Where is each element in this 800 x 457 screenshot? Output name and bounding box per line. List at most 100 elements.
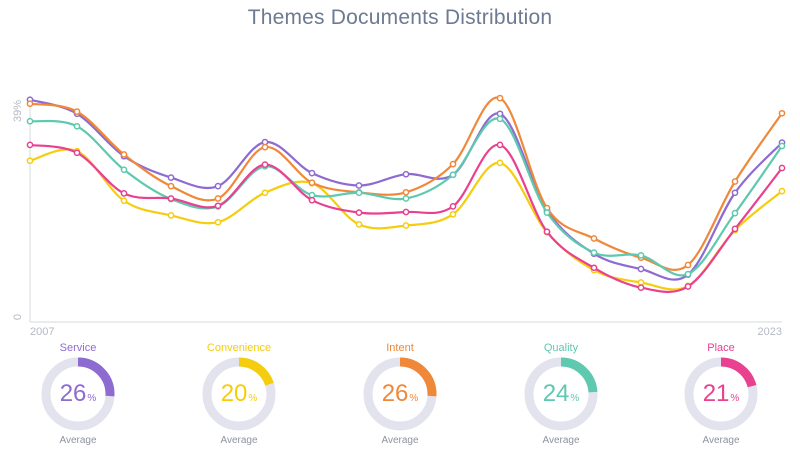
data-point-quality-2009[interactable] xyxy=(120,166,128,174)
x-axis-start-label: 2007 xyxy=(30,326,54,338)
data-point-quality-2015[interactable] xyxy=(402,195,410,202)
data-point-convenience-2007[interactable] xyxy=(26,157,34,165)
data-point-intent-2007[interactable] xyxy=(26,100,34,108)
data-point-place-2017[interactable] xyxy=(496,141,504,149)
data-point-quality-2023[interactable] xyxy=(778,142,786,150)
gauge-caption: Average xyxy=(220,435,258,446)
data-point-place-2008[interactable] xyxy=(73,149,81,157)
gauge-unit: % xyxy=(570,393,580,404)
gauge-unit: % xyxy=(87,393,97,404)
data-point-intent-2011[interactable] xyxy=(214,195,222,202)
gauge-ring xyxy=(684,357,758,431)
data-point-quality-2007[interactable] xyxy=(26,117,34,125)
data-point-convenience-2014[interactable] xyxy=(355,221,363,228)
gauge-value: 26% xyxy=(18,380,138,408)
data-point-intent-2023[interactable] xyxy=(778,109,786,117)
data-point-quality-2022[interactable] xyxy=(731,209,739,217)
gauge-ring xyxy=(41,357,115,431)
series-line-place xyxy=(28,143,784,294)
data-point-quality-2019[interactable] xyxy=(590,249,598,256)
gauge-arc xyxy=(363,357,437,431)
gauge-ring xyxy=(524,357,598,431)
data-point-convenience-2016[interactable] xyxy=(449,210,457,218)
data-point-intent-2022[interactable] xyxy=(731,178,739,185)
data-point-place-2021[interactable] xyxy=(684,283,692,290)
data-point-place-2012[interactable] xyxy=(261,161,269,168)
gauge-ring xyxy=(202,357,276,431)
data-point-place-2010[interactable] xyxy=(167,195,175,202)
data-point-intent-2019[interactable] xyxy=(590,235,598,242)
data-point-intent-2016[interactable] xyxy=(449,160,457,168)
series-service xyxy=(26,96,786,281)
data-point-place-2014[interactable] xyxy=(355,209,363,216)
gauge-label: Quality xyxy=(543,342,579,354)
data-point-quality-2016[interactable] xyxy=(449,171,457,179)
gauge-place: Place 21% Average xyxy=(661,340,781,455)
data-point-intent-2009[interactable] xyxy=(120,151,128,158)
data-point-service-2015[interactable] xyxy=(402,170,410,178)
data-point-place-2009[interactable] xyxy=(120,190,128,197)
series-quality xyxy=(26,115,786,278)
data-point-place-2015[interactable] xyxy=(402,208,410,216)
gauge-quality: Quality 24% Average xyxy=(501,340,621,455)
gauge-convenience: Convenience 20% Average xyxy=(179,340,299,455)
line-chart: 39% 0 2007 2023 xyxy=(12,94,786,338)
data-point-convenience-2017[interactable] xyxy=(496,159,504,167)
gauge-label: Place xyxy=(707,342,735,354)
gauge-number: 21 xyxy=(702,380,730,407)
data-point-intent-2017[interactable] xyxy=(496,94,504,102)
data-point-quality-2014[interactable] xyxy=(355,189,363,197)
data-point-convenience-2011[interactable] xyxy=(214,218,222,226)
data-point-intent-2015[interactable] xyxy=(402,188,410,196)
gauge-caption: Average xyxy=(59,435,97,446)
x-axis-end-label: 2023 xyxy=(758,326,782,338)
gauge-label: Convenience xyxy=(206,342,272,354)
gauge-value: 21% xyxy=(661,380,781,408)
data-point-service-2010[interactable] xyxy=(167,174,175,181)
gauge-arc xyxy=(684,357,758,431)
data-point-place-2023[interactable] xyxy=(778,164,786,172)
data-point-place-2013[interactable] xyxy=(308,196,316,204)
series-layer xyxy=(26,94,786,294)
data-point-intent-2013[interactable] xyxy=(308,179,316,187)
data-point-service-2014[interactable] xyxy=(355,182,363,189)
data-point-place-2007[interactable] xyxy=(26,141,34,149)
data-point-place-2018[interactable] xyxy=(543,228,551,236)
data-point-place-2016[interactable] xyxy=(449,203,457,210)
data-point-intent-2021[interactable] xyxy=(684,261,692,269)
gauge-value: 24% xyxy=(501,380,621,408)
data-point-service-2022[interactable] xyxy=(731,189,739,197)
data-point-convenience-2023[interactable] xyxy=(778,187,786,195)
gauge-unit: % xyxy=(409,393,419,404)
data-point-convenience-2015[interactable] xyxy=(402,222,410,229)
data-point-quality-2018[interactable] xyxy=(543,209,551,216)
data-point-service-2020[interactable] xyxy=(637,265,645,273)
data-point-place-2011[interactable] xyxy=(214,202,222,210)
data-point-service-2013[interactable] xyxy=(308,169,316,177)
gauge-intent: Intent 26% Average xyxy=(340,340,460,455)
data-point-intent-2010[interactable] xyxy=(167,182,175,190)
gauge-arc xyxy=(202,357,276,431)
gauge-ring xyxy=(363,357,437,431)
gauge-label: Service xyxy=(59,342,97,354)
gauge-caption: Average xyxy=(702,435,740,446)
data-point-service-2011[interactable] xyxy=(214,182,222,190)
data-point-place-2019[interactable] xyxy=(590,264,598,272)
data-point-quality-2008[interactable] xyxy=(73,122,81,130)
data-point-quality-2017[interactable] xyxy=(496,115,504,123)
series-line-quality xyxy=(28,117,784,277)
data-point-quality-2020[interactable] xyxy=(637,252,645,259)
gauge-number: 26 xyxy=(59,380,87,407)
data-point-quality-2021[interactable] xyxy=(684,270,692,278)
data-point-place-2022[interactable] xyxy=(731,225,739,233)
data-point-place-2020[interactable] xyxy=(637,284,645,291)
y-axis-top-label: 39% xyxy=(12,100,24,122)
gauge-unit: % xyxy=(730,393,740,404)
series-line-service xyxy=(28,98,784,281)
data-point-convenience-2012[interactable] xyxy=(261,189,269,197)
gauge-caption: Average xyxy=(542,435,580,446)
data-point-convenience-2009[interactable] xyxy=(120,197,128,205)
data-point-intent-2008[interactable] xyxy=(73,108,81,115)
data-point-convenience-2010[interactable] xyxy=(167,212,175,219)
data-point-intent-2012[interactable] xyxy=(261,143,269,151)
